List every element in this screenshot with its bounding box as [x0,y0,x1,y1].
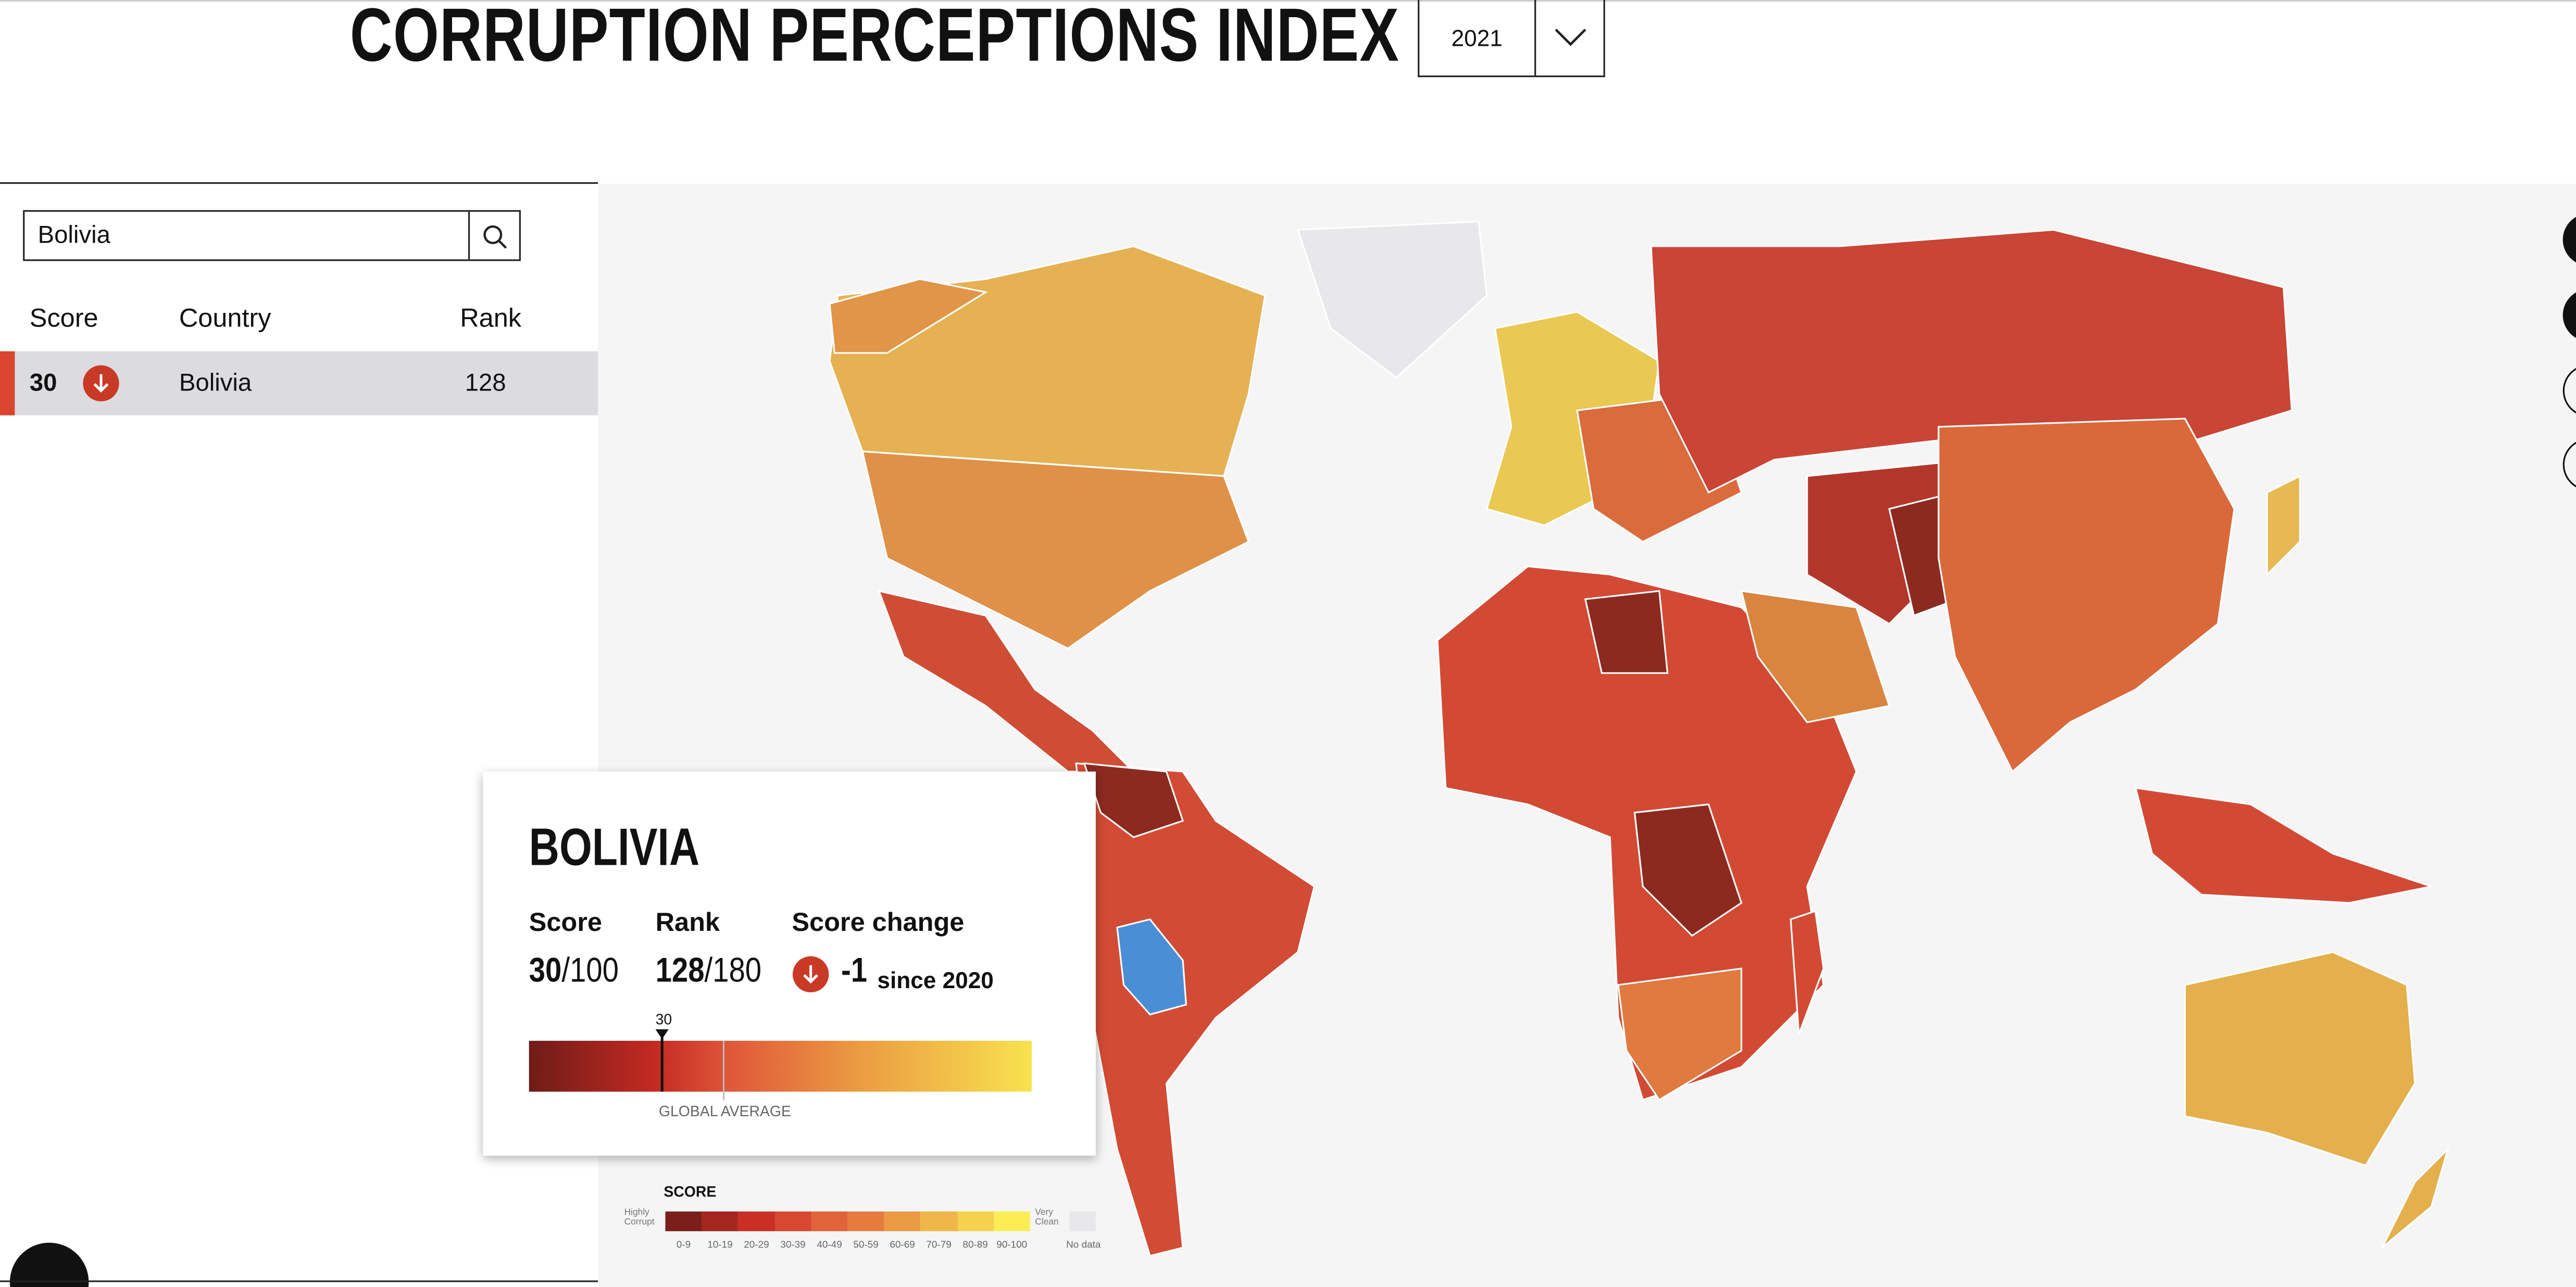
arabia [1740,590,1891,724]
legend-swatch [920,1211,958,1231]
column-header[interactable]: Country [179,305,271,334]
legend-high: Very Clean [1035,1208,1059,1228]
south-america [1067,762,1316,1257]
libya [1584,590,1669,674]
legend-bin-label: 30-39 [780,1241,806,1251]
marker-label: 30 [655,1011,672,1028]
bolivia [1116,918,1187,1016]
legend-bin-label: 90-100 [996,1241,1028,1251]
legend-swatch [738,1211,776,1231]
down-icon [792,956,829,993]
legend-swatch [774,1211,812,1231]
row-country: Bolivia [179,369,252,398]
japan [2266,474,2301,577]
venezuela [1083,762,1184,838]
search-icon [483,224,507,248]
score-value: 30/100 [529,952,619,992]
panel-bottom-line [0,1280,598,1282]
panel-divider [0,182,598,184]
year-dropdown[interactable]: 2021 [1418,0,1605,78]
legend-bin-label: 50-59 [853,1241,879,1251]
average-marker [722,1041,725,1100]
legend-bin-label: 20-29 [744,1241,769,1251]
no-data-swatch [1069,1211,1096,1231]
new-zealand [2381,1146,2450,1248]
change-label: Score change [792,909,965,938]
indonesia [2134,787,2435,904]
world-map[interactable] [598,184,2576,1287]
rank-label: Rank [655,909,720,938]
legend-bin-label: 70-79 [926,1241,952,1251]
map-svg [829,221,2450,1257]
table-row[interactable]: 30 Bolivia 128 [0,351,598,415]
dr-congo [1633,803,1743,937]
average-label: GLOBAL AVERAGE [658,1103,791,1120]
column-header[interactable]: Score [29,305,98,334]
asia [1937,418,2235,773]
madagascar [1790,910,1824,1035]
score-gradient [529,1041,1032,1092]
search-input[interactable]: Bolivia [37,221,110,250]
row-score: 30 [29,369,57,398]
greenland [1296,221,1488,379]
change-since: since 2020 [877,967,994,993]
legend-swatch [702,1211,739,1231]
legend-swatch [847,1211,885,1231]
legend-swatch [811,1211,848,1231]
canada [829,245,1266,477]
rank: 128 [655,952,705,990]
search-button[interactable] [468,211,519,260]
score-marker [655,1029,669,1092]
top-border [0,0,2576,2]
row-rank: 128 [465,369,506,398]
row-accent [0,351,15,415]
search-box[interactable]: Bolivia [23,210,521,261]
legend-swatch [957,1211,994,1231]
score-total: /100 [561,952,619,990]
legend-bin-label: 40-49 [817,1241,842,1251]
dropdown-arrow [1536,0,1603,75]
year-value: 2021 [1419,0,1536,76]
australia [2184,951,2416,1167]
legend-low: Highly Corrupt [624,1208,655,1228]
legend-bin-label: 0-9 [676,1241,691,1251]
legend-swatch [884,1211,921,1231]
page-title: CORRUPTION PERCEPTIONS INDEX [349,0,1400,78]
legend-bin-label: 60-69 [890,1241,915,1251]
column-header[interactable]: Rank [460,305,522,334]
legend-title: SCORE [664,1183,717,1200]
chevron-icon [1554,29,1585,46]
country-tooltip: BOLIVIA Score Rank Score change 30/100 1… [483,771,1096,1156]
southern-africa [1617,967,1743,1101]
change-value: -1 [841,952,867,992]
usa [861,450,1250,650]
legend-bin-label: 80-89 [962,1241,988,1251]
score-label: Score [529,909,602,938]
change: -1 [841,952,868,990]
score: 30 [529,952,562,990]
rank-value: 128/180 [656,952,762,992]
tooltip-country: BOLIVIA [529,817,700,877]
rank-total: /180 [704,952,762,990]
legend-swatch [665,1211,703,1231]
no-data-label: No data [1066,1241,1101,1251]
down-icon [83,365,119,401]
alaska [829,278,988,354]
legend-bin-label: 10-19 [707,1241,733,1251]
legend-swatch [993,1211,1031,1231]
